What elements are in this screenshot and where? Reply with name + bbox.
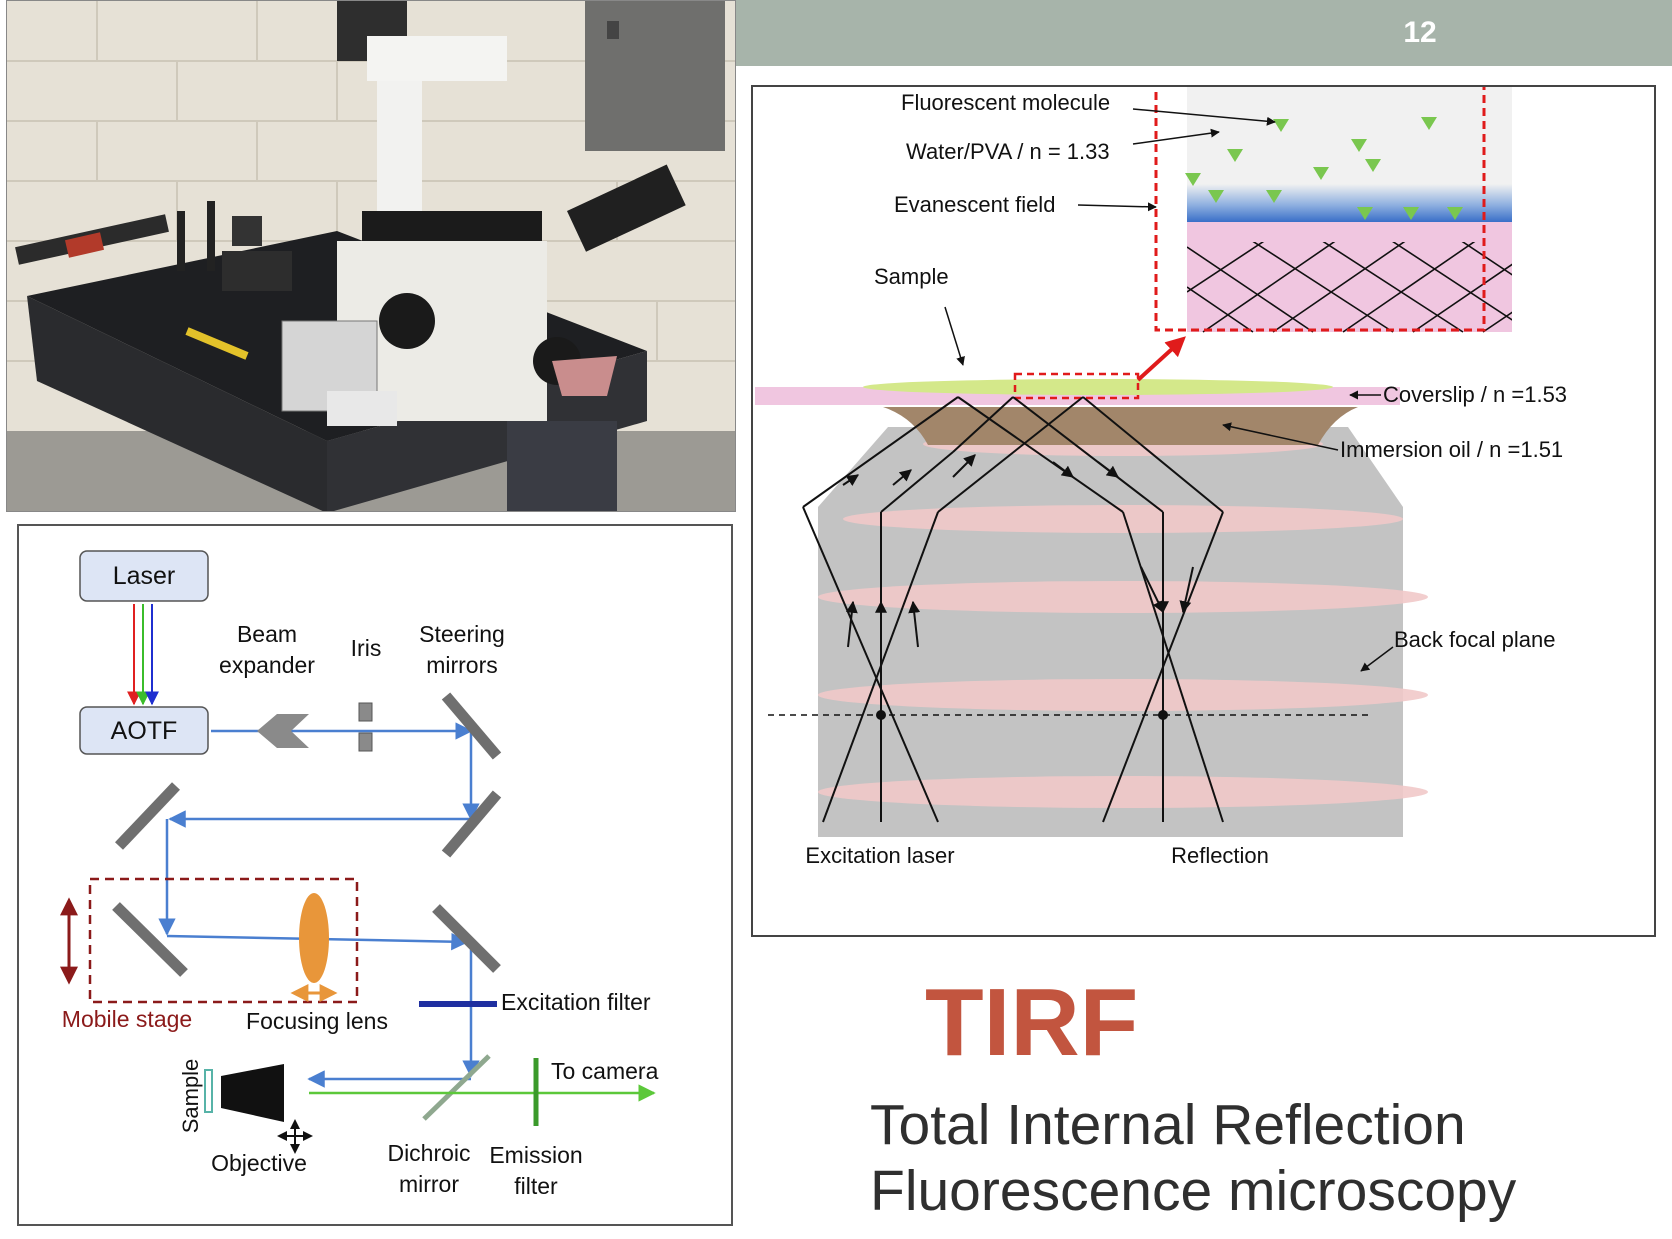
beam-expander-label-1: Beam: [237, 621, 297, 647]
page-number: 12: [1403, 16, 1437, 49]
steering-mirrors-label-1: Steering: [419, 621, 505, 647]
tirf-diagram: Fluorescent molecule Water/PVA / n = 1.3…: [751, 83, 1656, 937]
immersion-oil: [883, 407, 1358, 445]
evanescent-field-label: Evanescent field: [894, 192, 1055, 217]
sample-layer: [863, 379, 1333, 395]
laser-label: Laser: [113, 562, 176, 590]
tir-ray-pattern: [1187, 242, 1512, 333]
sample-label-tirf: Sample: [874, 264, 949, 289]
subtitle-line-1: Total Internal Reflection: [870, 1093, 1466, 1157]
zoom-region: [1013, 372, 1140, 400]
objective-lens-body: [818, 427, 1403, 837]
steering-mirror-icons: [112, 692, 502, 977]
excitation-rays: [802, 396, 1224, 823]
subtitle-line-2: Fluorescence microscopy: [870, 1159, 1517, 1223]
dichroic-mirror-label-2: mirror: [399, 1171, 459, 1197]
objective-icon: [221, 1064, 284, 1122]
aotf-label: AOTF: [111, 717, 178, 745]
microscope-setup-photo: [6, 0, 736, 512]
sample-label: Sample: [178, 1059, 203, 1134]
dichroic-mirror-label-1: Dichroic: [387, 1140, 470, 1166]
aotf-block: AOTF: [79, 706, 209, 755]
mobile-stage-label: Mobile stage: [62, 1006, 192, 1032]
to-camera-label: To camera: [551, 1058, 659, 1084]
slide-subtitle: Total Internal Reflection Fluorescence m…: [870, 1092, 1516, 1224]
focusing-lens-label: Focusing lens: [246, 1008, 388, 1034]
water-pva-label: Water/PVA / n = 1.33: [906, 139, 1110, 164]
iris-icon: [358, 702, 373, 722]
excitation-laser-label: Excitation laser: [805, 843, 954, 868]
ray-arrows: [842, 454, 1194, 648]
coverslip-label: Coverslip / n =1.53: [1383, 382, 1567, 407]
fluorescent-molecules: [1185, 117, 1463, 220]
laser-block: Laser: [79, 550, 209, 602]
steering-mirrors-label-2: mirrors: [426, 652, 498, 678]
focusing-lens-icon: [299, 893, 329, 983]
fluorescent-molecule-label: Fluorescent molecule: [901, 90, 1110, 115]
emission-filter-label-2: filter: [514, 1173, 558, 1199]
sample-slide-icon: [204, 1069, 213, 1113]
optical-path-schematic: Laser AOTF Beam expander Iris Steering m…: [17, 524, 733, 1226]
zoom-inset: [1154, 83, 1512, 333]
back-focal-plane-label: Back focal plane: [1394, 627, 1555, 652]
header-bar: [735, 0, 1672, 66]
beam-expander-label-2: expander: [219, 652, 315, 678]
excitation-filter-label: Excitation filter: [501, 989, 651, 1015]
label-pointers: [944, 108, 1394, 672]
beam-expander-icon: [257, 714, 309, 748]
objective-label: Objective: [211, 1150, 307, 1176]
iris-label: Iris: [351, 635, 382, 661]
dichroic-mirror-icon: [422, 1054, 491, 1121]
immersion-oil-label: Immersion oil / n =1.51: [1340, 437, 1563, 462]
reflection-label: Reflection: [1171, 843, 1269, 868]
emission-filter-label-1: Emission: [489, 1142, 582, 1168]
slide-title: TIRF: [925, 969, 1139, 1076]
